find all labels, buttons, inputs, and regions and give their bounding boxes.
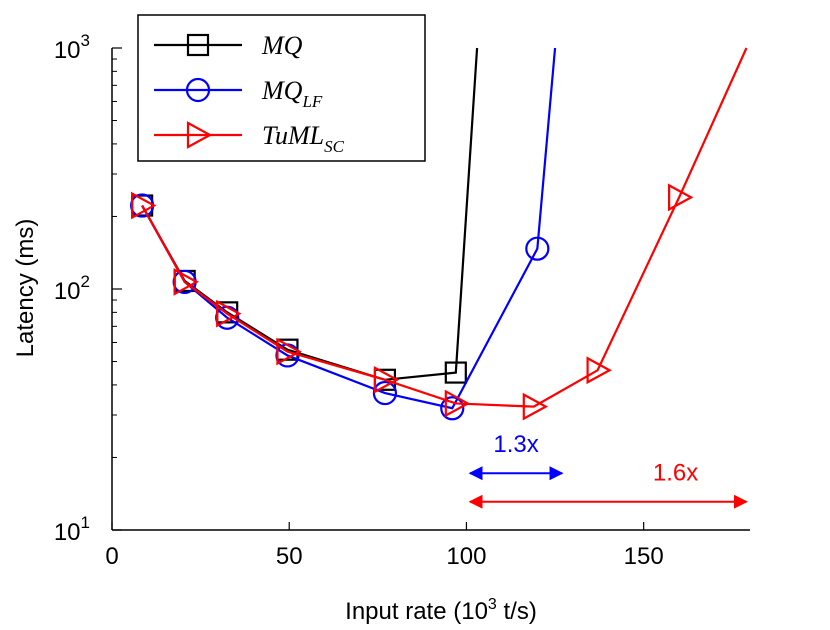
annotation-layer: 1.3x 1.6x xyxy=(468,431,748,509)
y-tick-label-base: 10 xyxy=(54,37,81,64)
speedup-label: 1.6x xyxy=(653,459,698,486)
x-tick-label: 50 xyxy=(276,543,303,570)
y-tick-label-exponent: 2 xyxy=(81,272,90,291)
y-tick-label-base: 10 xyxy=(54,519,81,546)
data-point xyxy=(131,191,157,220)
y-tick-label: 103 xyxy=(54,31,90,64)
speedup-label: 1.3x xyxy=(493,431,538,458)
legend-label-main: TuML xyxy=(262,121,324,150)
data-point xyxy=(186,33,210,57)
legend-label: MQLF xyxy=(261,76,323,111)
legend-label-main: MQ xyxy=(261,76,303,105)
data-point xyxy=(173,268,199,296)
data-point xyxy=(216,299,242,328)
x-axis-title-exponent: 3 xyxy=(488,596,497,613)
data-point xyxy=(276,337,302,366)
series-line xyxy=(141,47,748,408)
data-point xyxy=(668,183,694,212)
legend-label-subscript: LF xyxy=(301,92,322,111)
series-layer xyxy=(130,47,748,421)
data-point xyxy=(444,361,467,384)
y-tick-label: 102 xyxy=(54,272,90,305)
x-tick-label: 100 xyxy=(446,543,486,570)
y-tick-label-exponent: 3 xyxy=(81,31,90,50)
legend-box xyxy=(137,14,426,162)
legend-label-subscript: SC xyxy=(324,137,345,156)
data-point xyxy=(185,77,211,103)
x-tick-label: 0 xyxy=(105,543,118,570)
data-point xyxy=(186,121,213,149)
legend-label: TuMLSC xyxy=(262,121,345,156)
data-point xyxy=(440,396,465,421)
y-tick-label: 101 xyxy=(54,513,90,546)
legend-entry: TuMLSC xyxy=(154,121,345,156)
data-point xyxy=(373,365,400,394)
y-tick-label-base: 10 xyxy=(54,278,81,305)
series-tuml-sc xyxy=(131,47,748,421)
y-axis-title: Latency (ms) xyxy=(12,219,39,358)
y-tick-label-exponent: 1 xyxy=(81,513,90,532)
data-point xyxy=(586,356,612,385)
legend-label-main: MQ xyxy=(261,31,303,60)
data-point xyxy=(522,392,549,421)
x-axis-title: Input rate (103 t/s) xyxy=(345,596,537,625)
data-point xyxy=(444,389,471,418)
data-point xyxy=(525,236,550,261)
legend-entry: MQ xyxy=(154,31,303,60)
legend-label: MQ xyxy=(261,31,303,60)
x-tick-label: 150 xyxy=(624,543,664,570)
legend-entry: MQLF xyxy=(154,76,323,111)
